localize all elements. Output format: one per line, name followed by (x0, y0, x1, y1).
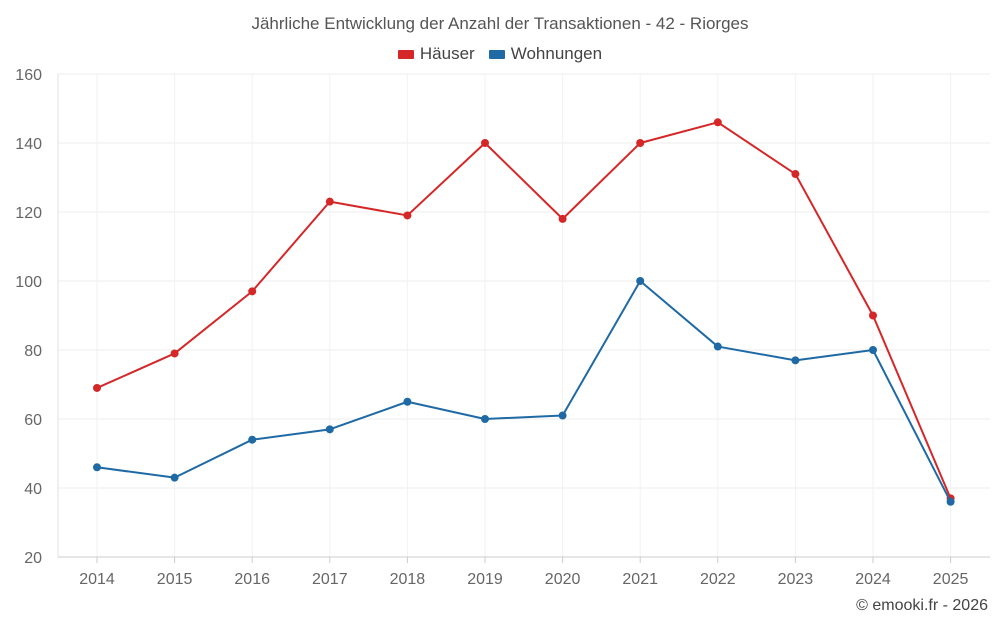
copyright-credit: © emooki.fr - 2026 (856, 597, 988, 614)
x-tick-label-2019: 2019 (467, 571, 503, 588)
data-point-haeuser-2020[interactable] (558, 214, 567, 223)
x-tick-label-2017: 2017 (312, 571, 348, 588)
y-tick-label-160: 160 (15, 67, 42, 84)
chart-title: Jährliche Entwicklung der Anzahl der Tra… (251, 14, 749, 33)
legend-label-wohnungen: Wohnungen (510, 44, 603, 63)
x-tick-label-2025: 2025 (933, 571, 969, 588)
x-tick-label-2015: 2015 (157, 571, 193, 588)
series-line-wohnungen (96, 280, 952, 503)
data-point-haeuser-2018[interactable] (403, 211, 412, 220)
x-tick-label-2023: 2023 (778, 571, 814, 588)
x-tick-label-2024: 2024 (855, 571, 891, 588)
data-point-haeuser-2024[interactable] (869, 311, 877, 320)
data-point-wohnungen-2020[interactable] (558, 411, 567, 420)
data-point-haeuser-2023[interactable] (791, 170, 800, 179)
legend-swatch-haeuser (397, 49, 414, 59)
data-point-wohnungen-2015[interactable] (170, 473, 179, 482)
data-point-wohnungen-2018[interactable] (403, 397, 412, 406)
legend-label-haeuser: Häuser (419, 44, 475, 63)
legend-item-haeuser[interactable]: Häuser (397, 44, 475, 64)
x-tick-label-2018: 2018 (390, 571, 426, 588)
data-point-wohnungen-2022[interactable] (713, 342, 722, 351)
y-tick-label-60: 60 (24, 412, 42, 429)
data-point-haeuser-2017[interactable] (325, 197, 334, 206)
legend-swatch-wohnungen (488, 49, 505, 59)
x-tick-label-2022: 2022 (700, 571, 736, 588)
data-point-wohnungen-2025[interactable] (946, 497, 955, 506)
y-tick-label-80: 80 (24, 343, 42, 360)
data-point-wohnungen-2021[interactable] (636, 277, 645, 285)
x-tick-label-2021: 2021 (622, 571, 658, 588)
x-tick-label-2016: 2016 (234, 571, 270, 588)
y-tick-label-40: 40 (24, 481, 42, 498)
x-tick-label-2014: 2014 (79, 571, 115, 588)
data-point-haeuser-2021[interactable] (636, 139, 645, 147)
y-tick-label-100: 100 (15, 274, 42, 291)
y-tick-label-120: 120 (15, 205, 42, 222)
data-point-haeuser-2019[interactable] (481, 139, 489, 147)
data-point-wohnungen-2016[interactable] (248, 435, 257, 444)
data-point-wohnungen-2024[interactable] (869, 346, 877, 354)
data-point-wohnungen-2023[interactable] (791, 356, 800, 365)
data-point-wohnungen-2019[interactable] (481, 415, 489, 423)
data-point-haeuser-2022[interactable] (713, 118, 722, 127)
data-point-haeuser-2014[interactable] (93, 383, 101, 392)
y-tick-label-140: 140 (15, 136, 42, 153)
y-tick-label-20: 20 (24, 550, 42, 567)
legend: Häuser Wohnungen (0, 44, 1000, 64)
data-point-haeuser-2016[interactable] (248, 287, 257, 296)
data-point-wohnungen-2014[interactable] (93, 463, 101, 472)
legend-item-wohnungen[interactable]: Wohnungen (488, 44, 603, 64)
data-point-wohnungen-2017[interactable] (325, 425, 334, 434)
series-line-haeuser (96, 121, 952, 499)
data-point-haeuser-2015[interactable] (170, 349, 179, 358)
x-tick-label-2020: 2020 (545, 571, 581, 588)
